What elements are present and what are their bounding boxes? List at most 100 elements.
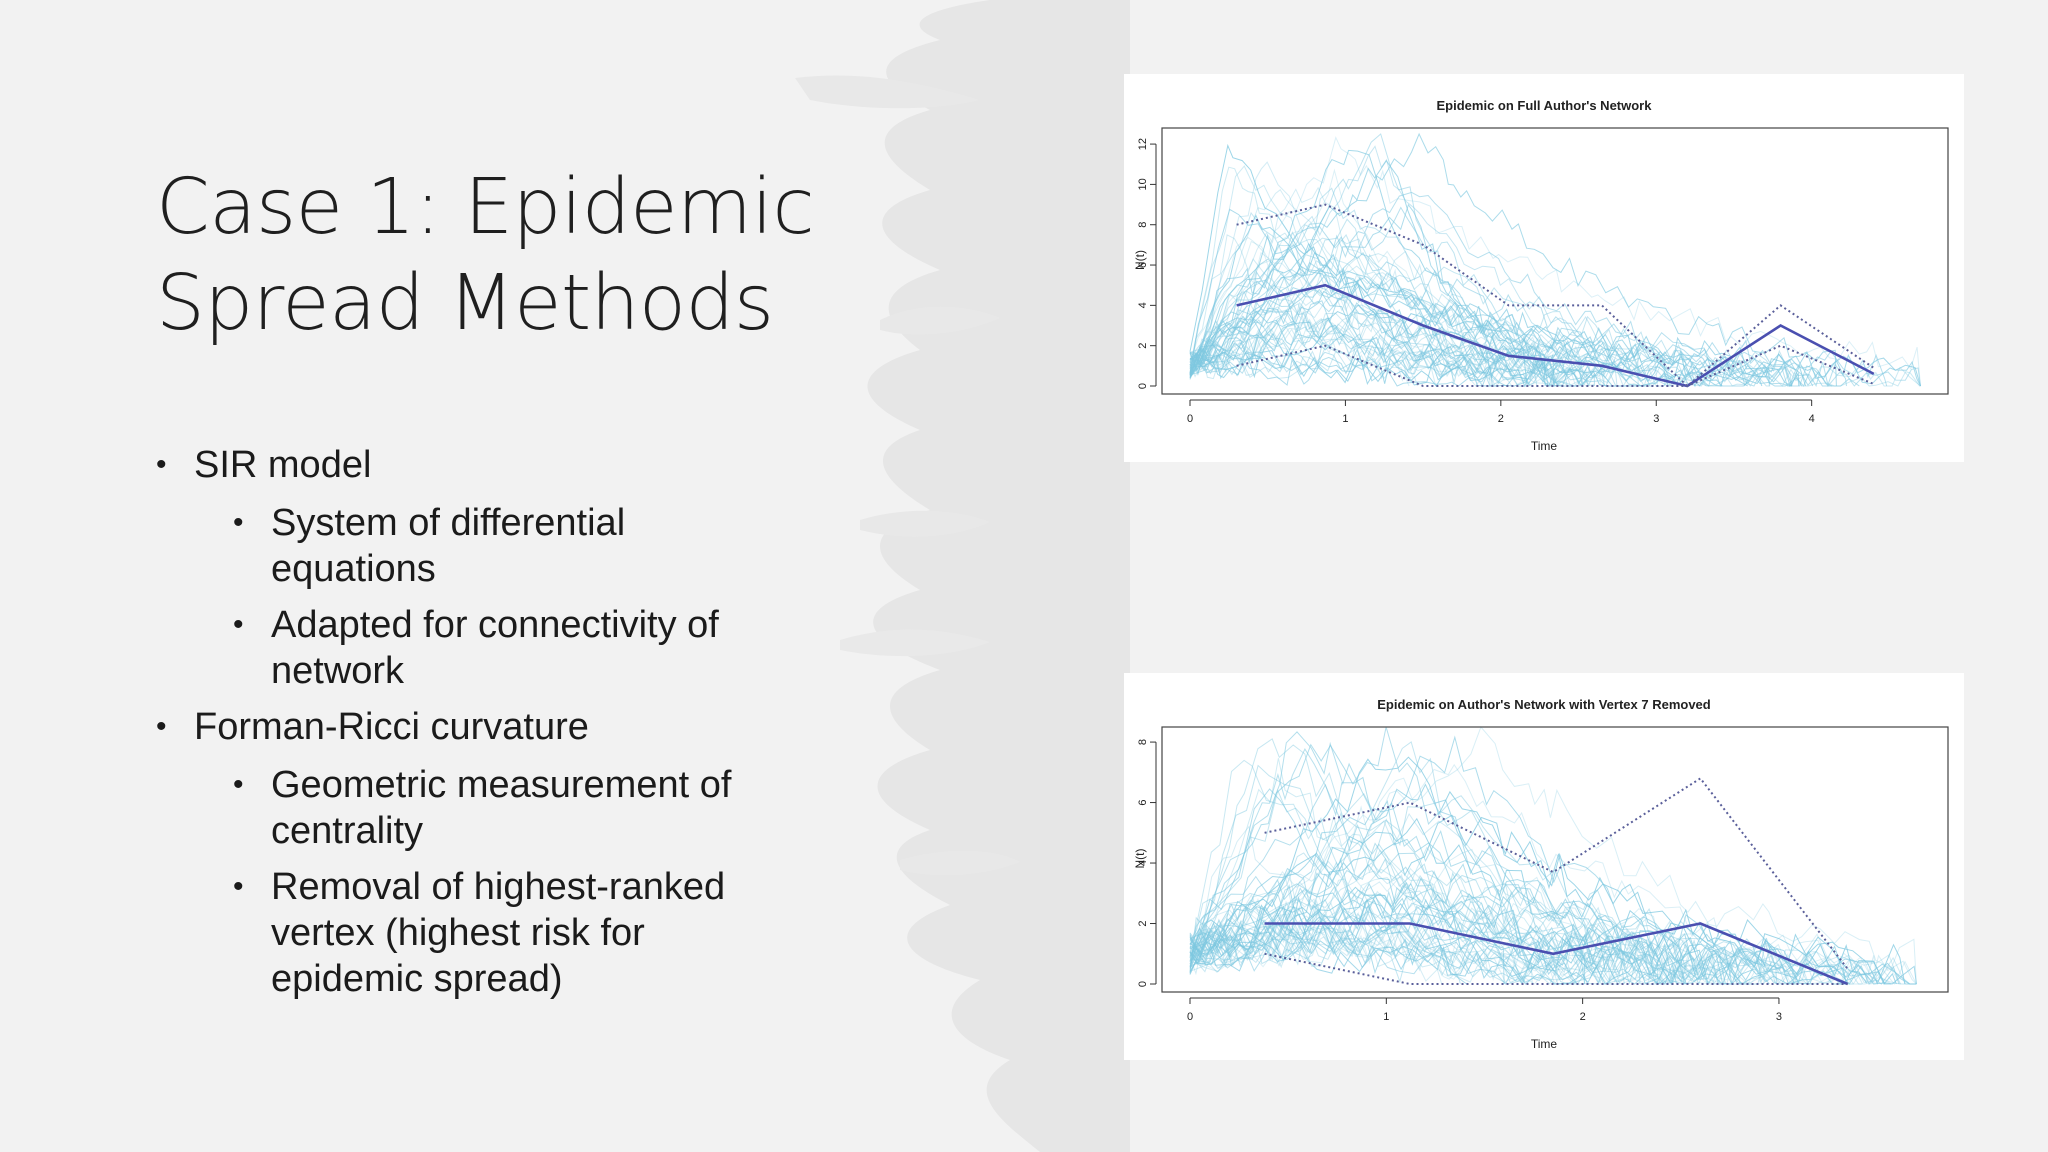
trajectory-line — [1189, 270, 1921, 387]
x-tick-label: 2 — [1498, 413, 1504, 425]
bullet-item: • SIR model — [156, 442, 796, 488]
bound-series-line — [1264, 952, 1848, 985]
mean-series-line — [1264, 922, 1849, 986]
trajectory-group — [1189, 132, 1921, 388]
trajectory-line — [1189, 233, 1793, 387]
y-tick-label: 2 — [1137, 920, 1149, 926]
y-axis-label: N(t) — [1133, 849, 1147, 869]
sub-bullet-item: • System of differential equations — [233, 500, 796, 592]
sub-bullet-item: • Removal of highest-ranked vertex (highe… — [233, 864, 796, 1002]
trajectory-line — [1189, 133, 1605, 387]
trajectory-line — [1189, 916, 1897, 986]
bullet-text: SIR model — [194, 444, 372, 486]
trajectory-line — [1189, 354, 1577, 387]
trajectory-line — [1189, 871, 1780, 985]
trajectory-line — [1189, 310, 1800, 388]
trajectory-line — [1189, 738, 1795, 985]
sub-bullet-item: • Geometric measurement of centrality — [233, 762, 796, 854]
trajectory-line — [1189, 726, 1685, 985]
chart-vertex-removed: Epidemic on Author's Network with Vertex… — [1133, 697, 1949, 1051]
bullet-dot-icon: • — [233, 608, 244, 641]
y-tick-label: 0 — [1137, 981, 1149, 987]
trajectory-group — [1189, 726, 1917, 986]
y-axis-label: N(t) — [1133, 250, 1147, 270]
trajectory-line — [1189, 226, 1888, 387]
bound-series-line — [1236, 344, 1875, 387]
trajectory-line — [1189, 763, 1875, 985]
plot-frame — [1161, 726, 1949, 993]
trajectory-line — [1189, 304, 1807, 387]
chart-panel-vertex-removed: Epidemic on Author's Network with Vertex… — [1124, 673, 1964, 1060]
sub-bullet-text: Removal of highest-ranked vertex (highes… — [271, 866, 726, 1000]
x-tick-label: 3 — [1776, 1011, 1782, 1023]
trajectory-line — [1189, 319, 1642, 387]
bullet-dot-icon: • — [156, 710, 167, 743]
trajectory-line — [1189, 731, 1777, 985]
trajectory-line — [1189, 161, 1437, 387]
trajectory-line — [1189, 334, 1591, 388]
sub-bullet-item: • Adapted for connectivity of network — [233, 602, 796, 694]
trajectory-line — [1189, 764, 1762, 985]
trajectory-line — [1189, 905, 1468, 985]
trajectory-line — [1189, 927, 1578, 985]
y-tick-label: 2 — [1137, 343, 1149, 349]
y-tick-label: 8 — [1137, 222, 1149, 228]
trajectory-line — [1189, 349, 1669, 387]
trajectory-line — [1189, 759, 1659, 985]
trajectory-line — [1189, 788, 1505, 985]
sub-bullet-text: Geometric measurement of centrality — [271, 764, 732, 852]
bullet-dot-icon: • — [233, 768, 244, 801]
trajectory-line — [1189, 305, 1513, 387]
x-tick-label: 2 — [1580, 1011, 1586, 1023]
chart-panel-full-network: Epidemic on Full Author's Network 0 1 2 3 4 Ti… — [1124, 74, 1964, 462]
x-tick-label: 0 — [1187, 413, 1193, 425]
trajectory-line — [1189, 758, 1656, 985]
bullet-item: • Forman-Ricci curvature — [156, 704, 796, 750]
trajectory-line — [1189, 882, 1687, 985]
trajectory-line — [1189, 290, 1921, 387]
trajectory-line — [1189, 802, 1708, 985]
trajectory-line — [1189, 341, 1595, 387]
y-tick-label: 8 — [1137, 739, 1149, 745]
trajectory-line — [1189, 281, 1763, 387]
sub-bullet-text: System of differential equations — [271, 502, 626, 590]
mean-series-line — [1236, 283, 1875, 388]
x-tick-label: 1 — [1342, 413, 1348, 425]
trajectory-line — [1189, 848, 1917, 985]
x-tick-label: 3 — [1653, 413, 1659, 425]
trajectory-line — [1189, 920, 1797, 985]
trajectory-line — [1189, 743, 1726, 985]
trajectory-line — [1189, 298, 1763, 387]
trajectory-line — [1189, 788, 1461, 985]
trajectory-line — [1189, 726, 1917, 985]
trajectory-line — [1189, 309, 1601, 387]
bullet-dot-icon: • — [233, 870, 244, 903]
trajectory-line — [1189, 159, 1555, 387]
y-tick-label: 10 — [1137, 178, 1149, 190]
trajectory-line — [1189, 870, 1719, 986]
trajectory-line — [1189, 783, 1733, 985]
trajectory-line — [1189, 236, 1410, 387]
trajectory-line — [1189, 276, 1493, 387]
trajectory-line — [1189, 817, 1886, 985]
trajectory-line — [1189, 342, 1771, 388]
y-tick-label: 6 — [1137, 262, 1149, 268]
trajectory-line — [1189, 186, 1583, 387]
trajectory-line — [1189, 165, 1639, 387]
trajectory-line — [1189, 813, 1810, 985]
trajectory-line — [1189, 317, 1531, 387]
x-axis-label: Time — [1531, 1037, 1558, 1051]
plot-frame — [1161, 127, 1949, 395]
trajectory-line — [1189, 920, 1611, 986]
trajectory-line — [1189, 756, 1868, 985]
trajectory-line — [1189, 143, 1528, 387]
slide-title: Case 1: Epidemic Spread Methods — [156, 163, 815, 348]
trajectory-line — [1189, 206, 1584, 387]
sub-bullet-text: Adapted for connectivity of network — [271, 604, 719, 692]
x-axis-label: Time — [1531, 439, 1558, 453]
x-tick-label: 1 — [1383, 1011, 1389, 1023]
chart-title: Epidemic on Full Author's Network — [1437, 98, 1653, 113]
trajectory-line — [1189, 240, 1605, 387]
trajectory-line — [1189, 166, 1491, 387]
trajectory-line — [1189, 258, 1651, 387]
